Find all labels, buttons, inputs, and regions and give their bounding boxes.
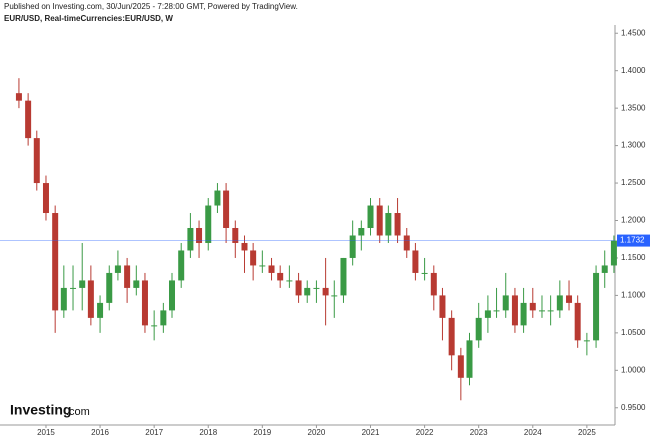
candle-body xyxy=(114,265,121,273)
candle-body xyxy=(286,280,293,282)
candle-body xyxy=(457,355,464,378)
candle-body xyxy=(556,295,563,311)
candle-body xyxy=(340,257,347,296)
candle-body xyxy=(151,325,158,327)
candle-body xyxy=(439,295,446,318)
x-tick-label: 2015 xyxy=(37,428,55,437)
logo-brand: Investing xyxy=(10,402,71,418)
x-tick-label: 2016 xyxy=(91,428,109,437)
candle-body xyxy=(403,235,410,251)
candle-body xyxy=(511,295,518,326)
y-tick-label: 1.4500 xyxy=(621,28,646,37)
candle-body xyxy=(79,280,86,288)
candle-body xyxy=(25,100,32,139)
candle-body xyxy=(421,272,428,274)
y-tick-label: 1.0500 xyxy=(621,328,646,337)
candle-body xyxy=(178,250,185,281)
candle-body xyxy=(529,302,536,311)
candle-body xyxy=(33,138,40,184)
x-tick-label: 2023 xyxy=(470,428,488,437)
x-tick-label: 2021 xyxy=(362,428,380,437)
candle-body xyxy=(583,340,590,342)
y-tick-label: 1.1500 xyxy=(621,253,646,262)
candle-body xyxy=(295,280,302,296)
candle-body xyxy=(547,310,554,312)
y-tick-label: 1.4000 xyxy=(621,66,646,75)
candle-body xyxy=(241,242,248,251)
candle-body xyxy=(394,213,401,236)
candle-body xyxy=(268,265,275,273)
candle-body xyxy=(448,317,455,356)
last-price-box xyxy=(617,234,650,247)
candle-body xyxy=(42,183,49,214)
candle-body xyxy=(259,265,266,267)
candle-body xyxy=(430,272,437,296)
published-note: Published on Investing.com, 30/Jun/2025 … xyxy=(4,2,298,11)
candle-body xyxy=(331,295,338,297)
x-tick-label: 2024 xyxy=(524,428,542,437)
candle-body xyxy=(169,280,176,311)
candle-body xyxy=(277,272,284,281)
candle-body xyxy=(187,227,194,251)
logo-suffix: .com xyxy=(66,406,90,418)
candle-body xyxy=(601,265,608,273)
candle-body xyxy=(232,227,239,243)
candle-body xyxy=(304,287,311,296)
last-price-label: 1.1732 xyxy=(620,236,645,245)
symbol-title: EUR/USD, Real-timeCurrencies:EUR/USD, W xyxy=(4,14,173,23)
candle-body xyxy=(566,295,573,303)
candle-body xyxy=(250,250,257,266)
candle-body xyxy=(349,235,356,258)
x-tick-label: 2018 xyxy=(199,428,217,437)
x-tick-label: 2017 xyxy=(145,428,163,437)
candle-body xyxy=(52,213,59,311)
candle-body xyxy=(124,265,131,288)
candle-body xyxy=(15,93,22,101)
candle-body xyxy=(214,190,221,206)
y-tick-label: 1.1000 xyxy=(621,291,646,300)
candle-body xyxy=(484,310,491,318)
candle-body xyxy=(60,287,67,311)
candle-body xyxy=(593,272,600,341)
candle-body xyxy=(358,227,365,236)
candle-body xyxy=(475,317,482,341)
candle-body xyxy=(160,310,167,326)
candle-body xyxy=(141,280,148,326)
candle-body xyxy=(133,280,140,288)
x-tick-label: 2022 xyxy=(416,428,434,437)
candle-body xyxy=(367,205,374,228)
y-tick-label: 1.0000 xyxy=(621,365,646,374)
candle-body xyxy=(610,240,617,266)
y-tick-label: 1.2500 xyxy=(621,178,646,187)
y-tick-label: 1.3000 xyxy=(621,141,646,150)
candle-body xyxy=(196,227,203,243)
candle-body xyxy=(520,302,527,326)
y-tick-label: 1.2000 xyxy=(621,216,646,225)
candle-body xyxy=(70,287,77,289)
candle-body xyxy=(466,340,473,378)
candle-body xyxy=(493,310,500,312)
candle-body xyxy=(106,272,113,303)
x-tick-label: 2025 xyxy=(578,428,596,437)
candle-body xyxy=(412,250,419,273)
candle-body xyxy=(502,295,509,311)
candle-body xyxy=(97,302,104,318)
candle-body xyxy=(385,213,392,236)
candle-body xyxy=(574,302,581,341)
candle-body xyxy=(313,287,320,289)
candle-body xyxy=(205,205,212,243)
y-tick-label: 0.9500 xyxy=(621,403,646,412)
candle-body xyxy=(223,190,230,228)
candle-body xyxy=(322,287,329,296)
candle-body xyxy=(376,205,383,236)
candle-body xyxy=(87,280,94,318)
x-tick-label: 2019 xyxy=(253,428,271,437)
y-tick-label: 1.3500 xyxy=(621,103,646,112)
x-tick-label: 2020 xyxy=(308,428,326,437)
candle-body xyxy=(538,310,545,312)
